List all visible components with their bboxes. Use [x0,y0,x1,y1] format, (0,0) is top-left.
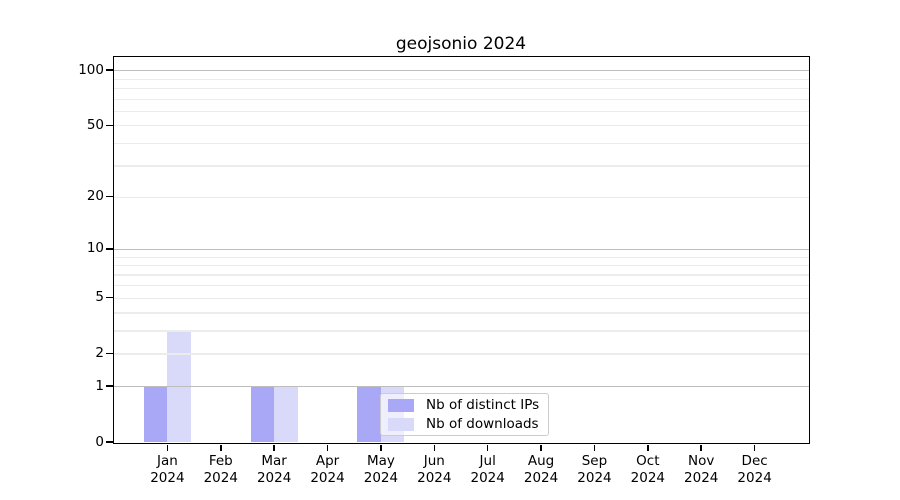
legend-entry-distinct-ips: Nb of distinct IPs [388,397,540,413]
x-tick-label-line: Apr [315,453,340,469]
x-tick-label-line: 2024 [470,470,505,486]
x-tick-label-line: 2024 [523,470,559,486]
gridline-90 [114,78,809,80]
x-tick-label-line: Feb [208,453,233,469]
y-tick-20 [106,195,113,198]
x-tick-label-line: 2024 [203,470,238,486]
x-tick-label-line: 2024 [630,470,666,486]
bar-distinct-ips-may-2024 [357,386,381,442]
x-tick-label-line: May [366,453,395,469]
x-tick-label-oct-2024: Oct 2024 [616,453,680,487]
legend-swatch-distinct-ips-icon [388,398,414,412]
x-tick-mar-2024 [273,444,275,451]
gridline-20 [114,196,809,198]
x-tick-apr-2024 [326,444,329,451]
gridline-80 [114,87,809,90]
gridline-10 [114,248,809,251]
x-tick-label-line: Jun [423,453,445,469]
legend: Nb of distinct IPs Nb of downloads [380,393,550,436]
gridline-70 [114,98,809,100]
x-tick-label-feb-2024: Feb 2024 [189,453,253,487]
gridline-5 [114,297,809,299]
y-tick-2 [106,352,113,355]
x-tick-nov-2024 [700,444,702,451]
x-tick-label-jan-2024: Jan 2024 [135,453,199,487]
x-tick-aug-2024 [540,444,542,451]
y-tick-label-100: 100 [78,61,104,78]
chart-title: geojsonio 2024 [395,34,527,54]
x-tick-sep-2024 [593,444,596,451]
bar-downloads-jan-2024 [167,330,191,442]
x-tick-label-line: Nov [688,453,715,469]
legend-label-distinct-ips: Nb of distinct IPs [426,397,540,413]
y-tick-label-10: 10 [86,240,104,257]
x-tick-label-line: 2024 [737,470,772,486]
x-tick-label-line: Mar [261,453,287,469]
plot-area: 0 1 2 5 10 20 50 100 Jan 2024 Feb 2024 Mar 2024 Apr 20… [78,56,810,486]
bar-distinct-ips-jan-2024 [143,386,168,442]
x-tick-may-2024 [380,444,382,451]
x-tick-label-jul-2024: Jul 2024 [456,453,520,487]
y-tick-label-5: 5 [95,289,104,306]
x-tick-label-line: 2024 [256,470,292,486]
y-tick-label-50: 50 [86,116,104,133]
x-tick-label-mar-2024: Mar 2024 [242,453,306,487]
gridline-2 [114,353,809,355]
y-tick-5 [106,296,113,299]
x-tick-dec-2024 [753,444,756,451]
bar-downloads-mar-2024 [274,386,298,442]
x-tick-label-line: 2024 [684,470,719,486]
gridline-1 [114,386,809,388]
gridline-7 [114,274,809,276]
x-tick-feb-2024 [220,444,222,451]
x-tick-label-line: 2024 [310,470,345,486]
gridline-50 [114,125,809,127]
gridline-60 [114,110,809,113]
y-tick-10 [106,248,113,250]
x-tick-label-aug-2024: Aug 2024 [509,453,573,487]
gridline-9 [114,256,809,258]
gridline-3 [114,330,809,332]
gridline-100 [114,70,809,72]
x-tick-label-sep-2024: Sep 2024 [562,453,626,487]
x-tick-label-line: Oct [636,453,660,469]
legend-label-downloads: Nb of downloads [426,416,539,432]
legend-entry-downloads: Nb of downloads [388,416,539,432]
x-tick-label-line: Jan [156,453,178,469]
gridline-8 [114,264,809,267]
x-tick-label-dec-2024: Dec 2024 [723,453,787,487]
gridline-4 [114,312,809,314]
y-tick-label-2: 2 [95,344,104,361]
x-tick-label-line: 2024 [577,470,612,486]
y-tick-label-0: 0 [95,433,104,450]
y-tick-0 [106,441,113,443]
y-tick-label-20: 20 [86,188,104,205]
x-tick-jul-2024 [486,444,489,451]
x-tick-label-line: Aug [527,453,555,469]
x-tick-label-jun-2024: Jun 2024 [402,453,466,487]
gridline-40 [114,142,809,145]
x-tick-label-line: 2024 [363,470,399,486]
x-tick-jun-2024 [433,444,436,451]
x-tick-label-may-2024: May 2024 [349,453,413,487]
x-tick-oct-2024 [647,444,649,451]
x-tick-label-line: 2024 [150,470,185,486]
bar-distinct-ips-mar-2024 [250,386,275,442]
y-tick-100 [106,69,113,71]
legend-swatch-downloads-icon [388,417,414,431]
x-tick-label-apr-2024: Apr 2024 [296,453,360,487]
x-tick-label-line: 2024 [417,470,452,486]
y-tick-1 [106,385,113,387]
gridline-6 [114,285,809,287]
x-tick-label-line: Dec [741,453,768,469]
x-tick-label-nov-2024: Nov 2024 [669,453,733,487]
x-tick-label-line: Jul [479,453,496,469]
gridline-30 [114,165,809,167]
y-tick-label-1: 1 [95,377,104,394]
x-tick-label-line: Sep [581,453,608,469]
y-tick-50 [106,124,113,126]
x-tick-jan-2024 [166,444,169,451]
